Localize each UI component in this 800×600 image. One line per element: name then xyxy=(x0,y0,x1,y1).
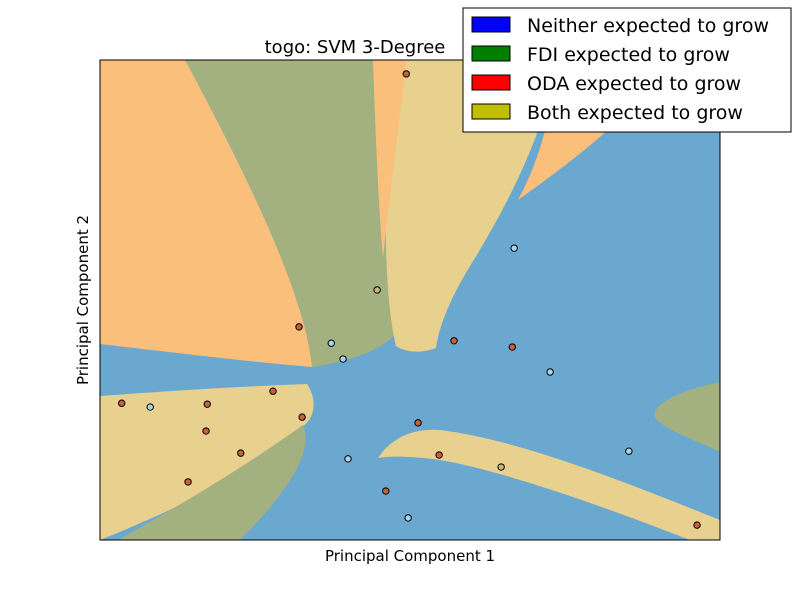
region-both-upper-center xyxy=(385,60,560,352)
legend: Neither expected to grow FDI expected to… xyxy=(462,7,792,133)
data-point-neither xyxy=(546,368,554,376)
region-both-lower-band xyxy=(378,429,720,540)
region-fdi-upper-left xyxy=(185,60,398,367)
legend-item-oda: ODA expected to grow xyxy=(471,73,741,95)
y-axis-label: Principal Component 2 xyxy=(74,215,92,385)
data-point-neither xyxy=(327,339,335,347)
legend-label-both: Both expected to grow xyxy=(527,102,743,124)
region-fdi-lower-left xyxy=(118,425,306,540)
data-point-oda xyxy=(184,478,192,486)
data-point-neither xyxy=(146,403,154,411)
data-point-both xyxy=(373,286,381,294)
legend-swatch-fdi xyxy=(471,45,511,62)
data-point-oda xyxy=(295,323,303,331)
data-point-oda xyxy=(450,337,458,345)
legend-swatch-neither xyxy=(471,16,511,33)
data-point-oda xyxy=(202,427,210,435)
data-point-both xyxy=(497,463,505,471)
legend-label-neither: Neither expected to grow xyxy=(527,15,769,37)
x-axis-label: Principal Component 1 xyxy=(325,547,495,565)
data-point-oda xyxy=(237,449,245,457)
data-points xyxy=(118,70,701,529)
legend-swatch-both xyxy=(471,103,511,120)
legend-item-both: Both expected to grow xyxy=(471,102,743,124)
legend-item-fdi: FDI expected to grow xyxy=(471,44,730,66)
data-point-oda xyxy=(269,387,277,395)
data-point-oda xyxy=(203,400,211,408)
region-oda-upper-left xyxy=(100,60,312,367)
legend-label-fdi: FDI expected to grow xyxy=(527,44,730,66)
data-point-neither xyxy=(625,447,633,455)
data-point-neither xyxy=(344,455,352,463)
chart-title: togo: SVM 3-Degree xyxy=(265,37,446,58)
region-fdi-right xyxy=(654,382,720,452)
data-point-oda xyxy=(508,343,516,351)
data-point-oda xyxy=(402,70,410,78)
data-point-oda xyxy=(693,521,701,529)
plot-frame xyxy=(99,59,721,541)
legend-label-oda: ODA expected to grow xyxy=(527,73,741,95)
data-point-neither xyxy=(339,355,347,363)
legend-box xyxy=(462,7,792,133)
data-point-oda xyxy=(414,419,422,427)
legend-swatch-oda xyxy=(471,74,511,91)
data-point-oda xyxy=(118,399,126,407)
data-point-oda xyxy=(382,487,390,495)
data-point-neither xyxy=(404,514,412,522)
data-point-neither xyxy=(510,244,518,252)
data-point-oda xyxy=(435,451,443,459)
region-both-lower-left xyxy=(100,384,314,540)
legend-item-neither: Neither expected to grow xyxy=(471,15,769,37)
data-point-oda xyxy=(298,413,306,421)
region-oda-spike xyxy=(373,60,406,258)
decision-regions xyxy=(100,60,720,540)
